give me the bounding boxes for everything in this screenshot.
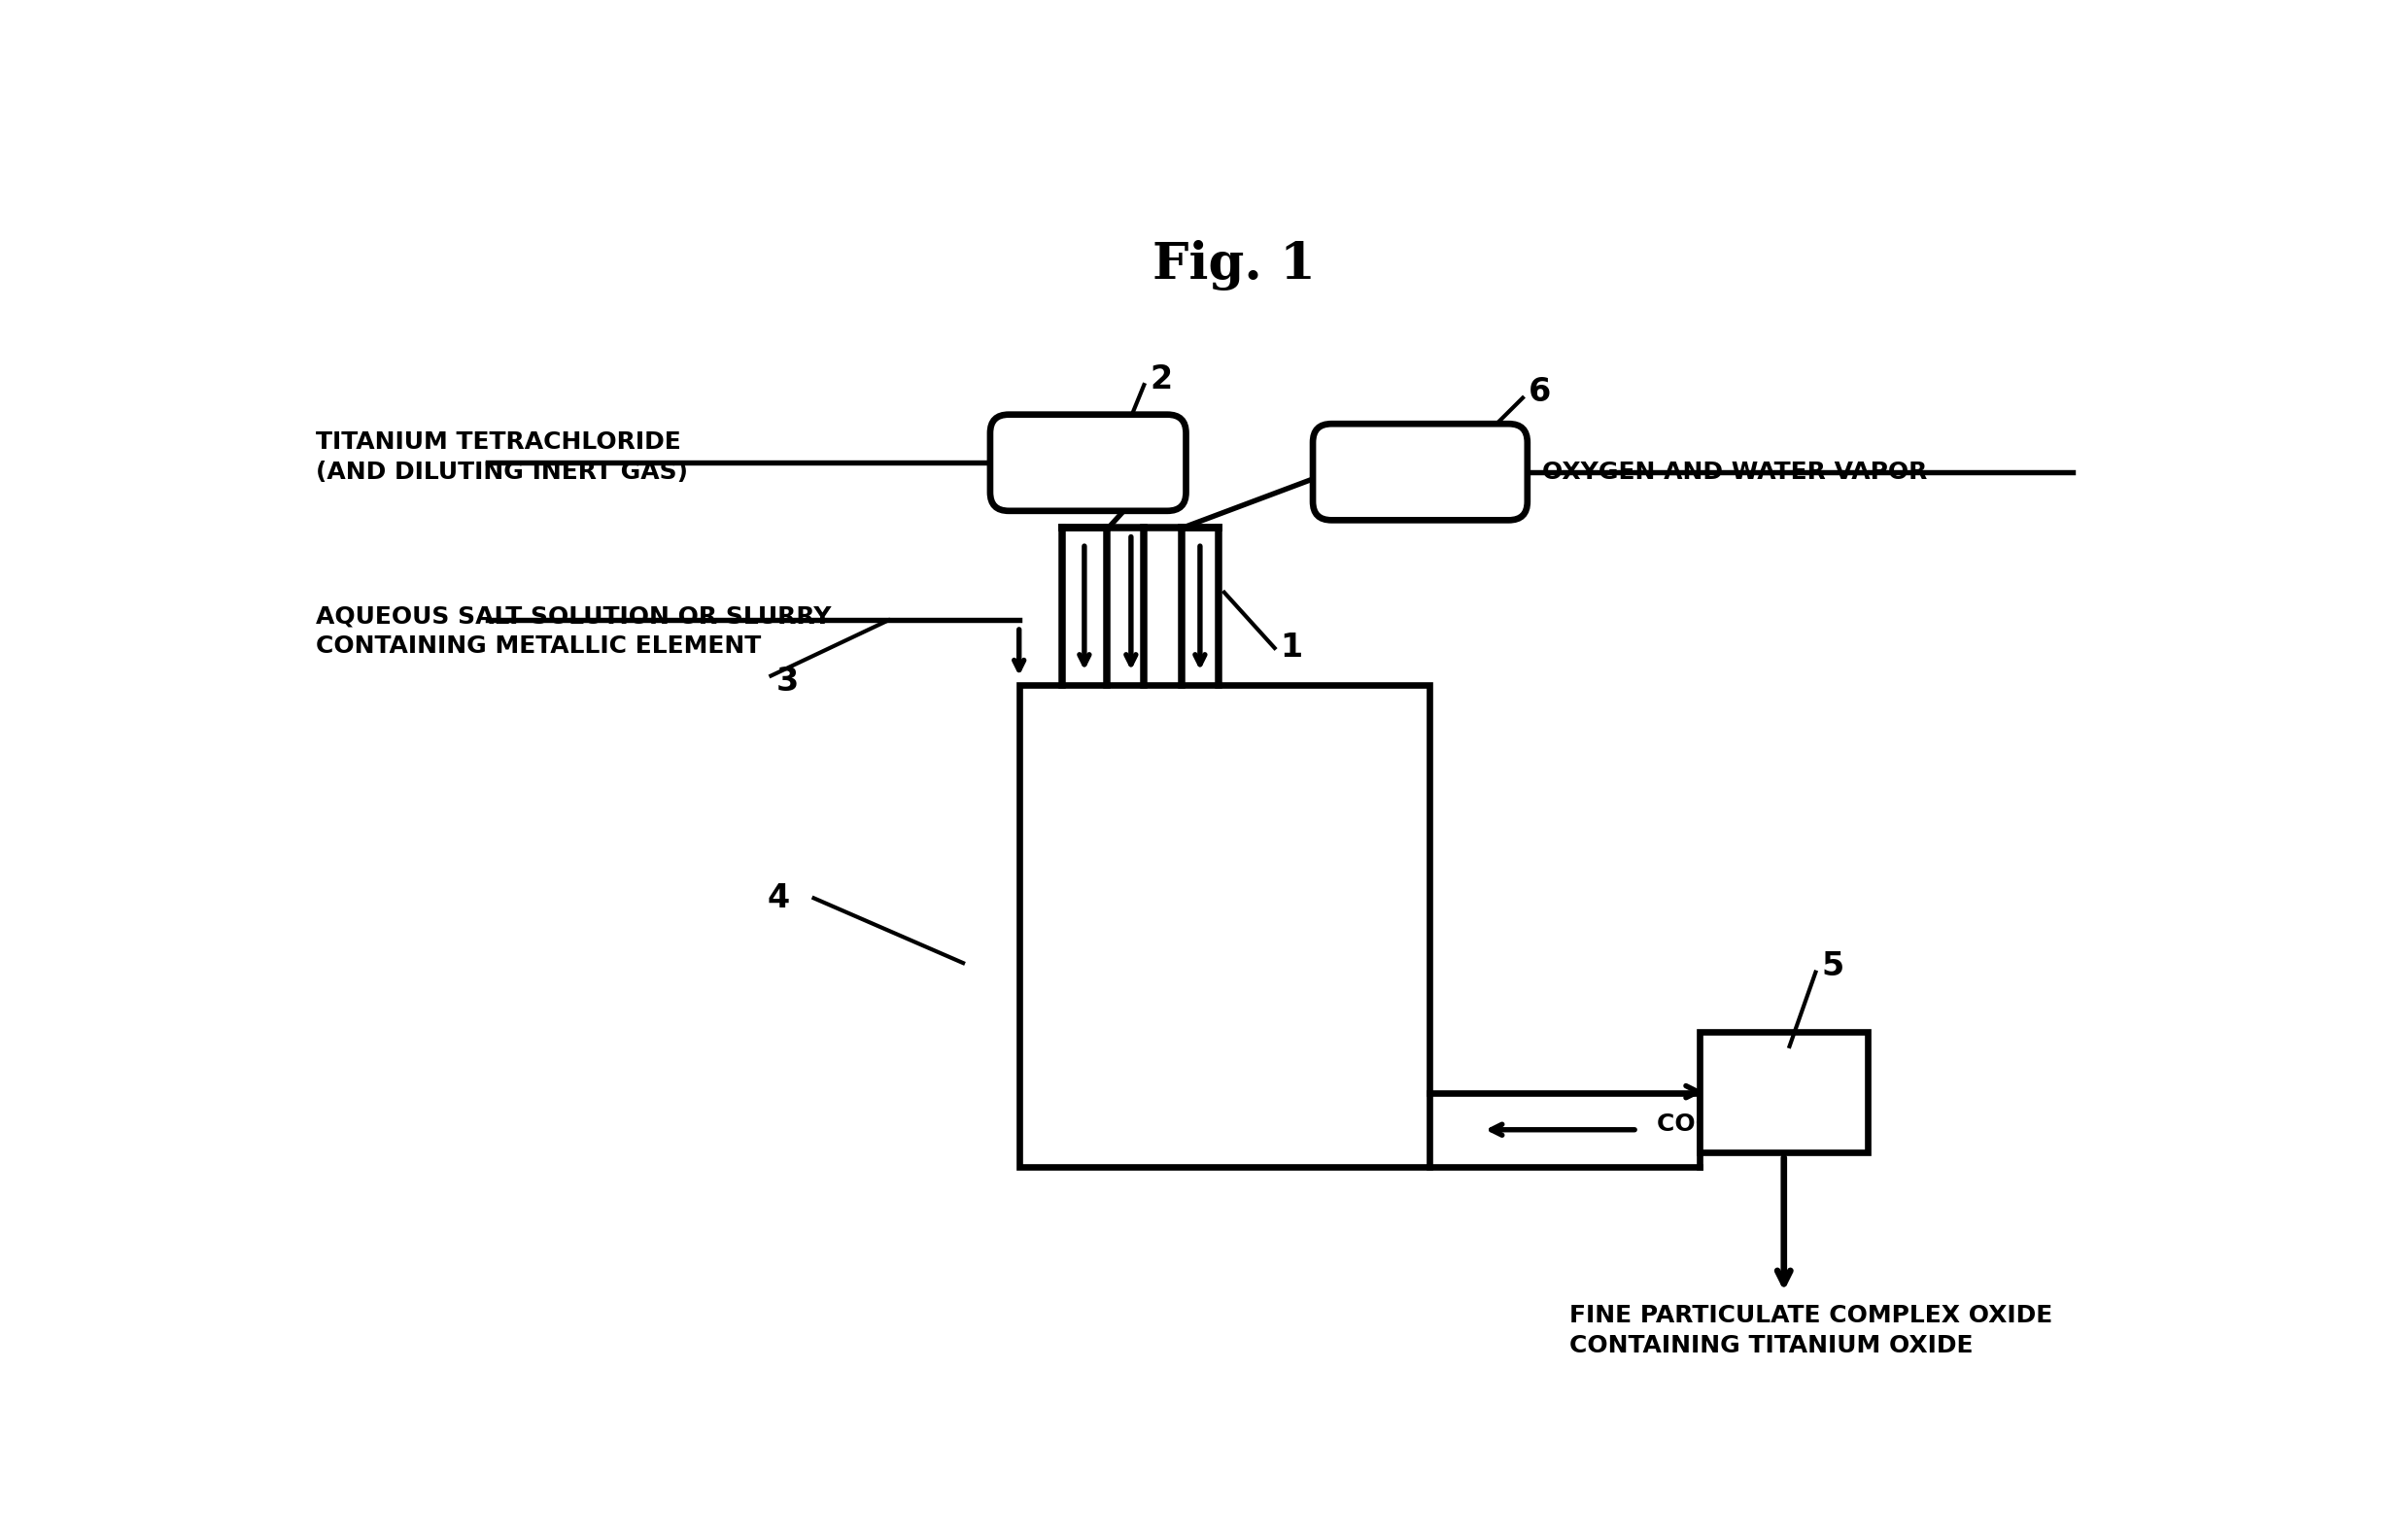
Text: 4: 4	[768, 882, 789, 915]
FancyBboxPatch shape	[989, 414, 1187, 511]
Text: TITANIUM TETRACHLORIDE
(AND DILUTING INERT GAS): TITANIUM TETRACHLORIDE (AND DILUTING INE…	[315, 431, 688, 484]
Text: 3: 3	[777, 665, 799, 698]
Bar	[1018, 685, 1430, 1167]
Text: OXYGEN AND WATER VAPOR: OXYGEN AND WATER VAPOR	[1543, 460, 1928, 484]
Text: Fig. 1: Fig. 1	[1153, 240, 1314, 291]
Text: 6: 6	[1528, 376, 1550, 408]
Text: 2: 2	[1151, 363, 1172, 396]
Text: FINE PARTICULATE COMPLEX OXIDE
CONTAINING TITANIUM OXIDE: FINE PARTICULATE COMPLEX OXIDE CONTAININ…	[1569, 1304, 2053, 1357]
Text: COOLING AIR: COOLING AIR	[1656, 1112, 1837, 1137]
Text: 1: 1	[1281, 631, 1302, 664]
FancyBboxPatch shape	[1312, 424, 1528, 521]
Bar	[1699, 1032, 1868, 1152]
Text: 5: 5	[1822, 950, 1844, 983]
Text: AQUEOUS SALT SOLUTION OR SLURRY
CONTAINING METALLIC ELEMENT: AQUEOUS SALT SOLUTION OR SLURRY CONTAINI…	[315, 605, 830, 658]
